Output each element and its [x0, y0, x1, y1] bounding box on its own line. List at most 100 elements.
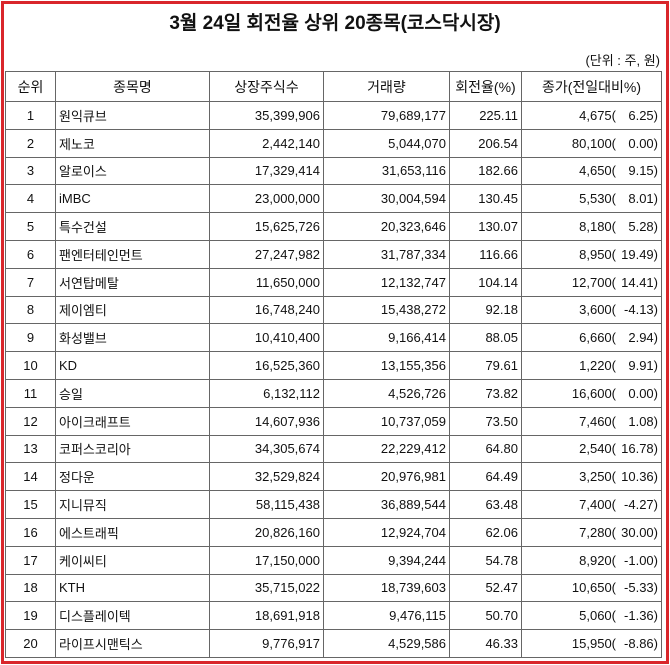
table-row: 2 제노코 2,442,140 5,044,070 206.54 80,100(0.00): [5, 128, 662, 158]
volume-cell: 10,737,059: [323, 406, 450, 436]
change-percent: 16.78): [621, 441, 658, 457]
turnover-cell: 116.66: [449, 239, 522, 269]
change-percent: -8.86): [624, 636, 658, 652]
volume-cell: 5,044,070: [323, 128, 450, 158]
volume-cell: 31,653,116: [323, 156, 450, 186]
price-cell: 7,460(1.08): [521, 406, 662, 436]
table-row: 13 코퍼스코리아 34,305,674 22,229,412 64.80 2,540(1…: [5, 434, 662, 464]
shares-cell: 17,329,414: [209, 156, 324, 186]
turnover-table: 순위 종목명 상장주식수 거래량 회전율(%) 종가(전일대비%) 1 원익큐브 3…: [5, 71, 662, 658]
volume-cell: 9,166,414: [323, 323, 450, 353]
price-cell: 5,060(-1.36): [521, 601, 662, 631]
shares-cell: 27,247,982: [209, 239, 324, 269]
rank-cell: 12: [5, 406, 56, 436]
shares-cell: 14,607,936: [209, 406, 324, 436]
unit-note: (단위 : 주, 원): [585, 53, 660, 68]
table-row: 16 에스트래픽 20,826,160 12,924,704 62.06 7,280(30…: [5, 517, 662, 547]
price-cell: 2,540(16.78): [521, 434, 662, 464]
name-cell: 아이크래프트: [55, 406, 210, 436]
price-cell: 4,650( 9.15): [521, 156, 662, 186]
close-price: 4,650(: [579, 163, 616, 179]
price-cell: 7,280( 30.00): [521, 517, 662, 547]
table-row: 18 KTH 35,715,022 18,739,603 52.47 10,650(-5.…: [5, 573, 662, 603]
name-cell: 케이씨티: [55, 545, 210, 575]
change-percent: 19.49): [621, 246, 658, 262]
name-cell: 원익큐브: [55, 101, 210, 130]
shares-cell: 17,150,000: [209, 545, 324, 575]
rank-cell: 18: [5, 573, 56, 603]
table-row: 6 팬엔터테인먼트 27,247,982 31,787,334 116.66 8,950(…: [5, 239, 662, 269]
price-cell: 15,950(-8.86): [521, 629, 662, 658]
turnover-cell: 92.18: [449, 295, 522, 325]
turnover-cell: 64.49: [449, 462, 522, 492]
shares-cell: 34,305,674: [209, 434, 324, 464]
shares-cell: 9,776,917: [209, 629, 324, 658]
shares-cell: 18,691,918: [209, 601, 324, 631]
name-cell: 승일: [55, 378, 210, 408]
header-turnover: 회전율(%): [449, 71, 522, 102]
rank-cell: 5: [5, 212, 56, 241]
volume-cell: 79,689,177: [323, 101, 450, 130]
volume-cell: 12,924,704: [323, 517, 450, 547]
table-row: 15 지니뮤직 58,115,438 36,889,544 63.48 7,400(-4.…: [5, 490, 662, 519]
rank-cell: 16: [5, 517, 56, 547]
name-cell: 특수건설: [55, 212, 210, 241]
shares-cell: 16,525,360: [209, 351, 324, 380]
price-cell: 10,650(-5.33): [521, 573, 662, 603]
volume-cell: 4,529,586: [323, 629, 450, 658]
turnover-cell: 64.80: [449, 434, 522, 464]
volume-cell: 12,132,747: [323, 267, 450, 297]
change-percent: 8.01): [628, 191, 658, 207]
table-row: 3 알로이스 17,329,414 31,653,116 182.66 4,650(9.1…: [5, 156, 662, 186]
change-percent: 30.00): [621, 524, 658, 540]
turnover-cell: 52.47: [449, 573, 522, 603]
volume-cell: 31,787,334: [323, 239, 450, 269]
name-cell: 제노코: [55, 128, 210, 158]
table-row: 1 원익큐브 35,399,906 79,689,177 225.11 4,675(6.2…: [5, 101, 662, 130]
name-cell: 라이프시맨틱스: [55, 629, 210, 658]
price-cell: 8,920(-1.00): [521, 545, 662, 575]
shares-cell: 23,000,000: [209, 184, 324, 214]
turnover-cell: 182.66: [449, 156, 522, 186]
shares-cell: 35,399,906: [209, 101, 324, 130]
close-price: 3,600(: [579, 302, 616, 318]
change-percent: -1.36): [624, 608, 658, 624]
table-row: 20 라이프시맨틱스 9,776,917 4,529,586 46.33 15,950(-…: [5, 629, 662, 658]
shares-cell: 20,826,160: [209, 517, 324, 547]
price-cell: 3,600(-4.13): [521, 295, 662, 325]
table-row: 7 서연탑메탈 11,650,000 12,132,747 104.14 12,700(1…: [5, 267, 662, 297]
page-title: 3월 24일 회전율 상위 20종목(코스닥시장): [169, 13, 501, 34]
close-price: 8,950(: [579, 246, 616, 262]
shares-cell: 6,132,112: [209, 378, 324, 408]
price-cell: 7,400(-4.27): [521, 490, 662, 519]
name-cell: 정다운: [55, 462, 210, 492]
change-percent: 9.91): [628, 358, 658, 374]
table-row: 11 승일 6,132,112 4,526,726 73.82 16,600(0.00): [5, 378, 662, 408]
price-cell: 12,700(14.41): [521, 267, 662, 297]
change-percent: -5.33): [624, 580, 658, 596]
change-percent: 9.15): [628, 163, 658, 179]
table-row: 8 제이엠티 16,748,240 15,438,272 92.18 3,600(-4.1…: [5, 295, 662, 325]
change-percent: 5.28): [628, 219, 658, 235]
shares-cell: 35,715,022: [209, 573, 324, 603]
turnover-cell: 88.05: [449, 323, 522, 353]
table-row: 12 아이크래프트 14,607,936 10,737,059 73.50 7,460(1…: [5, 406, 662, 436]
close-price: 16,600(: [571, 385, 616, 401]
name-cell: 화성밸브: [55, 323, 210, 353]
turnover-cell: 54.78: [449, 545, 522, 575]
rank-cell: 17: [5, 545, 56, 575]
volume-cell: 20,976,981: [323, 462, 450, 492]
table-row: 14 정다운 32,529,824 20,976,981 64.49 3,250(10.3…: [5, 462, 662, 492]
rank-cell: 4: [5, 184, 56, 214]
rank-cell: 7: [5, 267, 56, 297]
name-cell: 제이엠티: [55, 295, 210, 325]
turnover-cell: 63.48: [449, 490, 522, 519]
table-row: 17 케이씨티 17,150,000 9,394,244 54.78 8,920(-1.0…: [5, 545, 662, 575]
change-percent: -4.27): [624, 497, 658, 513]
close-price: 7,280(: [579, 524, 616, 540]
turnover-cell: 130.07: [449, 212, 522, 241]
shares-cell: 58,115,438: [209, 490, 324, 519]
header-name: 종목명: [55, 71, 210, 102]
name-cell: 서연탑메탈: [55, 267, 210, 297]
name-cell: 에스트래픽: [55, 517, 210, 547]
